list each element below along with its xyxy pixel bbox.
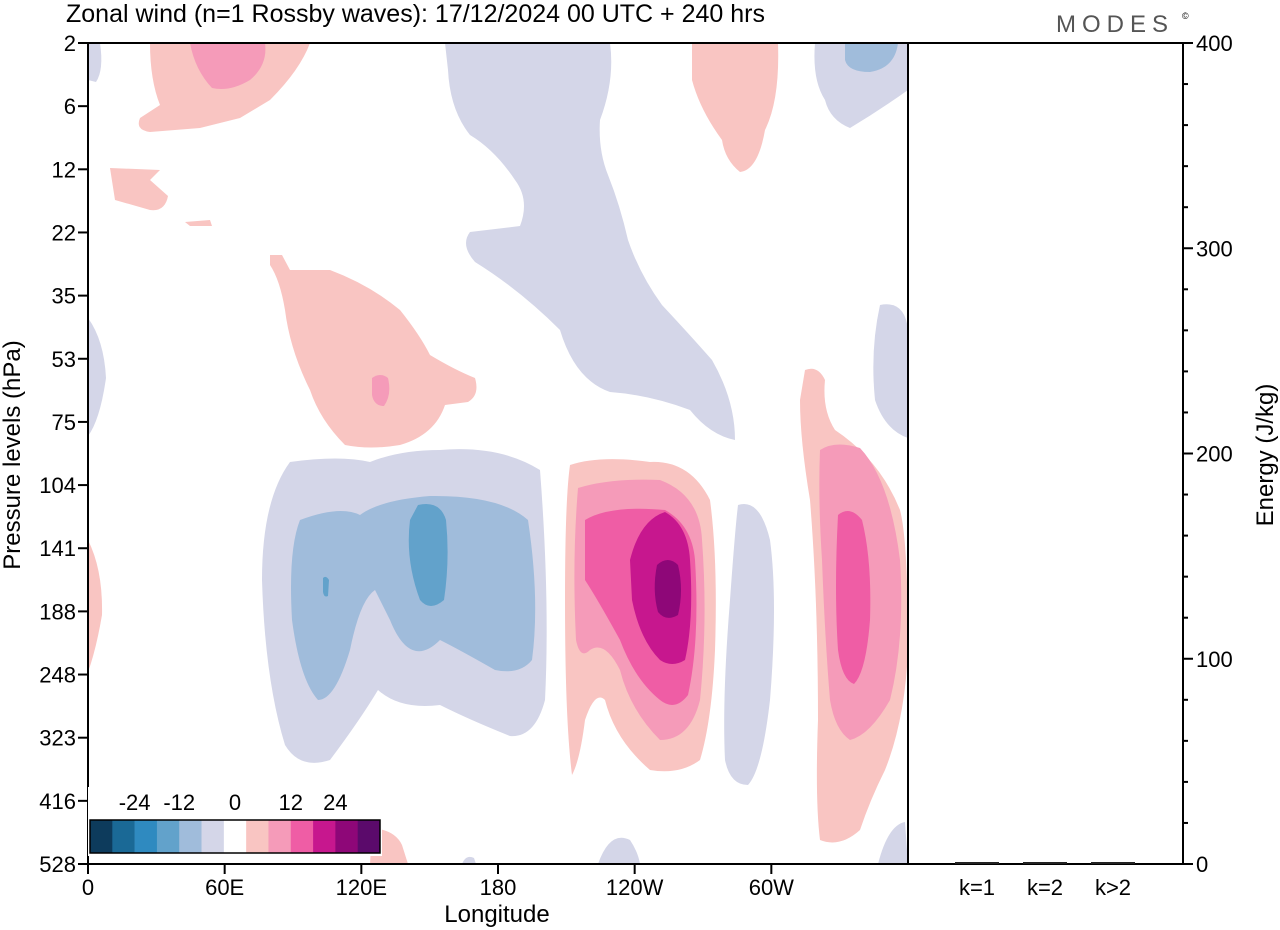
energy-category-label: k=2 (1027, 875, 1063, 900)
colorbar-frame (89, 819, 381, 854)
colorbar-swatch (90, 820, 113, 853)
logo-copyright-mark: © (1182, 11, 1189, 21)
chart-title: Zonal wind (n=1 Rossby waves): 17/12/202… (66, 0, 765, 28)
colorbar-tick-label: 24 (323, 790, 347, 815)
contour-positive-12 (836, 511, 871, 684)
x-tick-label: 60W (749, 875, 794, 900)
y-tick-label: 2 (64, 31, 76, 56)
colorbar-swatch (268, 820, 292, 853)
contour-negative-6 (291, 495, 536, 700)
energy-category-label: k>2 (1095, 875, 1131, 900)
energy-bar (1023, 862, 1067, 864)
energy-tick-label: 300 (1196, 236, 1233, 261)
y-tick-label: 22 (52, 220, 76, 245)
energy-plot-frame (907, 42, 1184, 865)
y-tick-label: 188 (39, 599, 76, 624)
colorbar-tick-label: 12 (279, 790, 303, 815)
x-tick-label: 120W (606, 875, 664, 900)
colorbar-swatch (357, 820, 381, 853)
contour-negative-3 (445, 43, 735, 440)
colorbar: -24 -12 0 12 24 (88, 787, 382, 856)
contour-positive-3 (270, 255, 477, 448)
contour-positive-3 (88, 540, 103, 672)
contour-negative-3 (598, 837, 640, 864)
energy-tick-label: 400 (1196, 31, 1233, 56)
energy-category-label: k=1 (959, 875, 995, 900)
energy-tick-label: 200 (1196, 442, 1233, 467)
y-tick-label: 12 (52, 157, 76, 182)
energy-axis: 0 100 200 300 400 (1183, 31, 1233, 877)
contour-positive-6 (372, 375, 390, 406)
contour-shading (88, 43, 908, 864)
energy-tick-label: 0 (1196, 852, 1208, 877)
y-tick-label: 6 (64, 94, 76, 119)
colorbar-swatch (112, 820, 135, 853)
contour-negative-3 (878, 822, 908, 864)
energy-axis-label: Energy (J/kg) (1252, 384, 1279, 527)
colorbar-swatch (134, 820, 158, 853)
contour-negative-3 (873, 304, 908, 438)
x-tick-label: 120E (336, 875, 387, 900)
x-tick-label: 180 (480, 875, 517, 900)
y-tick-label: 53 (52, 347, 76, 372)
y-tick-label: 75 (52, 410, 76, 435)
colorbar-tick-label: 0 (229, 790, 241, 815)
energy-bars: k=1 k=2 k>2 (955, 862, 1135, 900)
colorbar-swatch (335, 820, 358, 853)
contour-negative-12 (408, 504, 448, 606)
y-tick-label: 104 (39, 473, 76, 498)
energy-bar (955, 862, 999, 864)
contour-negative-3 (88, 43, 102, 82)
y-tick-label: 528 (39, 852, 76, 877)
y-tick-label: 416 (39, 789, 76, 814)
colorbar-tick-label: -24 (119, 790, 151, 815)
y-tick-label: 323 (39, 726, 76, 751)
colorbar-swatch (313, 820, 336, 853)
colorbar-swatch (223, 820, 247, 853)
colorbar-swatch (246, 820, 269, 853)
longitude-axis: 0 60E 120E 180 120W 60W (82, 864, 794, 900)
x-axis-label: Longitude (444, 901, 549, 928)
contour-negative-6 (845, 43, 898, 72)
x-tick-label: 60E (205, 875, 244, 900)
y-tick-label: 248 (39, 663, 76, 688)
energy-bar (1091, 862, 1135, 864)
contour-positive-3 (692, 43, 779, 172)
pressure-axis: 2 6 12 22 35 53 75 104 141 188 248 323 416 528 (39, 31, 88, 877)
colorbar-tick-label: -12 (163, 790, 195, 815)
contour-positive-24 (654, 560, 681, 618)
colorbar-swatch (290, 820, 314, 853)
contour-negative-12 (323, 576, 329, 597)
y-tick-label: 35 (52, 284, 76, 309)
colorbar-swatch (179, 820, 202, 853)
energy-tick-label: 100 (1196, 647, 1233, 672)
y-axis-label: Pressure levels (hPa) (0, 340, 26, 569)
x-tick-label: 0 (82, 875, 94, 900)
y-tick-label: 141 (39, 536, 76, 561)
colorbar-swatch (156, 820, 180, 853)
modes-logo: MODES (1056, 11, 1174, 38)
contour-negative-3 (462, 856, 476, 864)
contour-negative-3 (724, 504, 774, 785)
contour-positive-3 (185, 220, 212, 226)
contour-positive-3 (110, 168, 168, 211)
contour-negative-3 (88, 318, 106, 436)
contour-positive-6 (190, 43, 266, 89)
colorbar-swatch (201, 820, 225, 853)
